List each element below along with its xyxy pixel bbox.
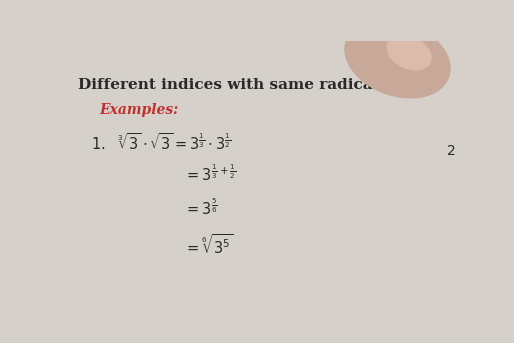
Text: $1.\ \ \sqrt[3]{3} \cdot \sqrt{3} = 3^{\frac{1}{3}} \cdot 3^{\frac{1}{2}}$: $1.\ \ \sqrt[3]{3} \cdot \sqrt{3} = 3^{\… — [91, 132, 232, 153]
Text: $2$: $2$ — [446, 144, 455, 157]
Text: $= 3^{\frac{5}{6}}$: $= 3^{\frac{5}{6}}$ — [185, 198, 218, 218]
Text: Different indices with same radicands: Different indices with same radicands — [78, 78, 403, 92]
Text: Examples:: Examples: — [99, 103, 178, 117]
Ellipse shape — [387, 36, 431, 70]
Ellipse shape — [345, 20, 450, 98]
Text: $= 3^{\frac{1}{3}+\frac{1}{2}}$: $= 3^{\frac{1}{3}+\frac{1}{2}}$ — [185, 163, 237, 184]
Text: $= \sqrt[6]{3^{5}}$: $= \sqrt[6]{3^{5}}$ — [185, 234, 234, 258]
